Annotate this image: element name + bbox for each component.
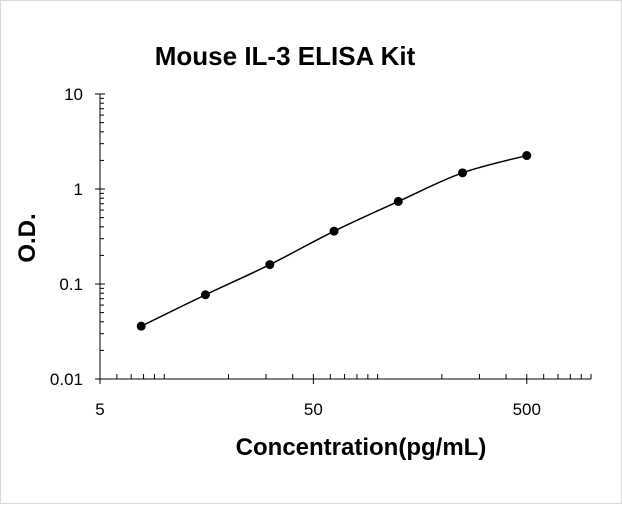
x-tick-label: 5 xyxy=(95,400,104,419)
data-point xyxy=(265,260,275,270)
data-point xyxy=(136,321,146,331)
data-point xyxy=(200,290,210,300)
data-point xyxy=(522,151,532,161)
y-tick-label: 0.1 xyxy=(59,275,83,294)
axes-group xyxy=(99,94,591,380)
y-axis-title: O.D. xyxy=(14,213,41,262)
y-tick-label: 1 xyxy=(74,180,83,199)
y-tick-label: 10 xyxy=(64,85,83,104)
ticks-group: 10 1 0.1 0.01 5 50 500 xyxy=(50,85,592,419)
x-tick-label: 500 xyxy=(513,400,541,419)
fit-curve-line xyxy=(140,154,527,327)
data-point xyxy=(458,168,468,178)
data-point xyxy=(329,226,339,236)
x-axis-title: Concentration(pg/mL) xyxy=(236,434,487,461)
y-tick-label: 0.01 xyxy=(50,370,83,389)
x-tick-label: 50 xyxy=(304,400,323,419)
chart-title: Mouse IL-3 ELISA Kit xyxy=(155,41,416,71)
data-point xyxy=(393,196,403,206)
plot-group xyxy=(136,151,532,331)
